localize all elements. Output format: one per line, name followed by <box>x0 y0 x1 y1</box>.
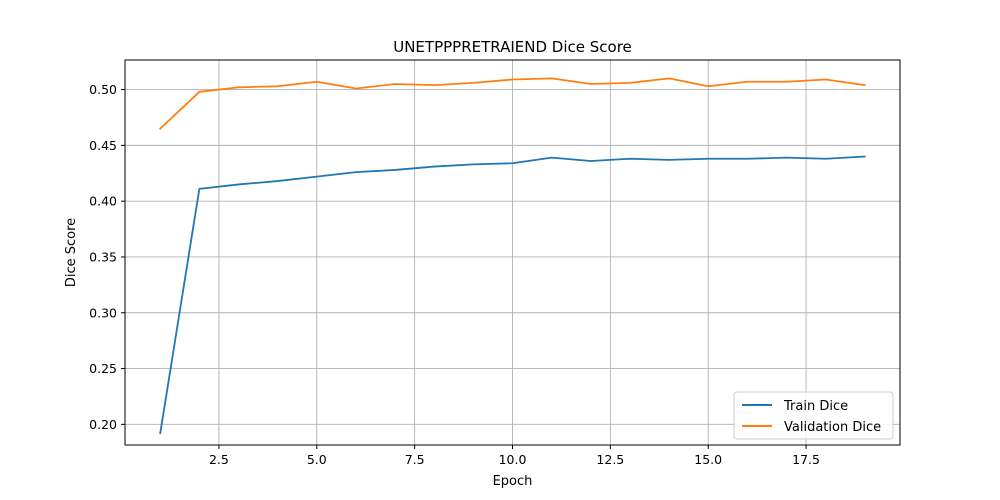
x-tick-label: 15.0 <box>694 452 722 467</box>
axis-ticks: 2.5 5.0 7.5 10.0 12.5 15.0 17.5 0.20 0.25 0.30 0.3… <box>89 82 820 467</box>
grid <box>125 60 900 445</box>
y-tick-label: 0.25 <box>89 361 117 376</box>
legend-label-validation-dice: Validation Dice <box>784 420 881 435</box>
y-tick-label: 0.35 <box>89 249 117 264</box>
series-line-validation-dice <box>158 77 866 130</box>
x-tick-label: 5.0 <box>307 452 327 467</box>
y-tick-label: 0.45 <box>89 138 117 153</box>
legend: Train Dice Validation Dice <box>733 391 894 440</box>
y-tick-label: 0.40 <box>89 194 117 209</box>
y-tick-label: 0.30 <box>89 305 117 320</box>
x-tick-label: 7.5 <box>405 452 425 467</box>
legend-label-train-dice: Train Dice <box>783 399 848 414</box>
y-tick-label: 0.50 <box>89 82 117 97</box>
y-tick-label: 0.20 <box>89 417 117 432</box>
y-axis-label: Dice Score <box>64 218 79 287</box>
series-lines <box>158 77 866 435</box>
x-tick-label: 17.5 <box>792 452 820 467</box>
x-tick-label: 2.5 <box>209 452 229 467</box>
x-axis-label: Epoch <box>493 474 533 489</box>
series-line-train-dice <box>159 155 866 435</box>
x-tick-label: 10.0 <box>499 452 527 467</box>
x-tick-label: 12.5 <box>596 452 624 467</box>
legend-box <box>733 391 894 440</box>
chart-title: UNETPPPRETRAIEND Dice Score <box>393 38 632 56</box>
